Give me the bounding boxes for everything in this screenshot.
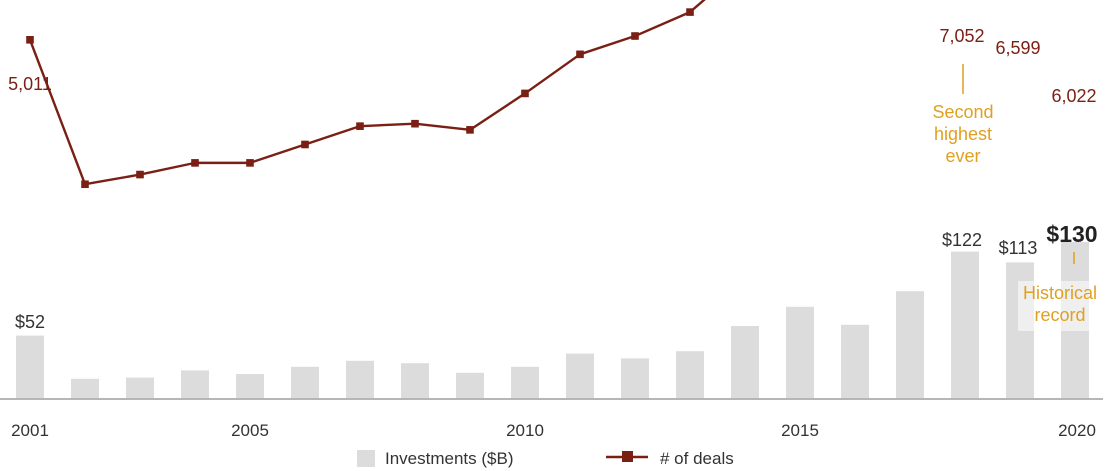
legend-deals-marker [622,451,633,462]
deals-label-2001: 5,011 [8,74,52,94]
bar-2013 [676,351,704,398]
bar-2001 [16,335,44,398]
deals-marker-2001 [26,35,34,44]
legend-deals-label: # of deals [660,449,734,468]
deals-marker-2005 [246,159,254,167]
annotation-2018-line-2: highest [934,124,992,144]
bar-2008 [401,363,429,398]
bar-2012 [621,358,649,398]
legend: Investments ($B) # of deals [357,449,734,468]
deals-marker-2002 [81,180,89,189]
annotation-2020-line-1: Historical [1023,283,1097,303]
investment-label-2020: $130 [1046,221,1097,247]
deals-marker-2006 [301,140,309,149]
annotation-2020-line-2: record [1034,305,1085,325]
annotation-2018-line-3: ever [945,146,980,166]
bar-2009 [456,372,484,398]
bar-2016 [841,324,869,398]
deals-label-2019: 6,599 [995,38,1040,58]
bar-2003 [126,377,154,398]
deals-marker-2010 [521,89,529,98]
deals-marker-2003 [136,170,144,179]
bar-2007 [346,360,374,398]
x-tick-2015: 2015 [781,421,819,440]
x-tick-2010: 2010 [506,421,544,440]
deals-line [28,0,706,186]
deals-marker-2004 [191,159,199,167]
bar-2006 [291,366,319,398]
investment-label-2001: $52 [15,312,45,332]
x-tick-2001: 2001 [11,421,49,440]
deals-marker-2013 [686,8,694,16]
bar-2014 [731,326,759,398]
deals-line-group [26,0,706,189]
bars-group [16,242,1089,398]
deals-label-2020: 6,022 [1051,86,1096,106]
legend-investments-label: Investments ($B) [385,449,514,468]
deals-marker-2011 [576,50,584,59]
bar-2015 [786,306,814,398]
x-tick-labels: 2001 2005 2010 2015 2020 [11,421,1096,440]
deals-marker-2009 [466,126,474,134]
investment-label-2018: $122 [942,230,982,250]
deals-marker-2012 [631,32,639,40]
bar-2005 [236,374,264,398]
bar-2004 [181,370,209,398]
bar-2018 [951,251,979,398]
investment-label-2019: $113 [999,238,1038,258]
x-tick-2020: 2020 [1058,421,1096,440]
bar-2010 [511,366,539,398]
bar-2002 [71,378,99,398]
bar-2011 [566,353,594,398]
annotation-2018-line-1: Second [932,102,993,122]
deals-marker-2007 [356,122,364,130]
deals-label-2018: 7,052 [939,26,984,46]
annotation-2020-backdrop [1018,281,1098,331]
legend-investments-swatch [357,450,375,467]
x-tick-2005: 2005 [231,421,269,440]
deals-marker-2008 [411,119,419,128]
data-labels: 5,011 7,052 6,599 6,022 $52 $122 $113 $130 [8,26,1097,332]
bar-2017 [896,291,924,398]
